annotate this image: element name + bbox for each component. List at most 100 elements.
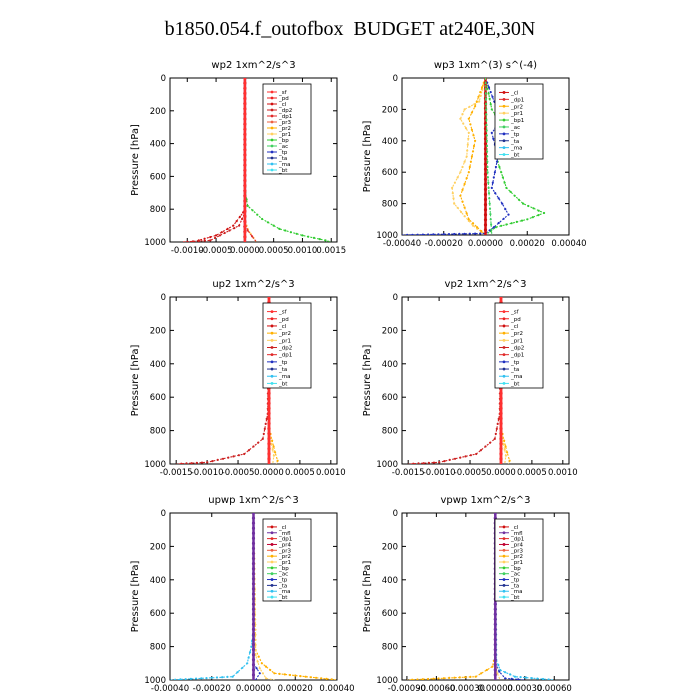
legend-marker-dp1 xyxy=(502,97,506,101)
series-marker-pr1 xyxy=(270,442,273,446)
series-marker-pr2 xyxy=(504,445,507,448)
series-marker-bp1 xyxy=(498,165,501,169)
series-marker-bp1 xyxy=(510,222,513,225)
series-marker-sf xyxy=(499,406,503,410)
series-marker-ac xyxy=(487,186,490,189)
series-marker-sf xyxy=(243,168,247,172)
y-tick-label: 200 xyxy=(150,542,166,552)
y-tick-label: 800 xyxy=(382,427,398,437)
series-marker-dp2 xyxy=(265,417,268,420)
series-marker-mfl xyxy=(493,668,497,672)
series-marker-cl xyxy=(483,228,488,232)
series-marker-bp xyxy=(251,209,254,212)
series-group xyxy=(181,78,332,242)
series-marker-dp2 xyxy=(233,227,236,230)
y-tick-label: 600 xyxy=(150,393,166,403)
x-tick-label: 0.00020 xyxy=(510,239,545,249)
legend-marker-ta xyxy=(270,583,274,587)
series-marker-pr2 xyxy=(480,230,483,233)
legend-marker-tp xyxy=(270,360,274,364)
series-marker-ac xyxy=(487,181,490,184)
series-marker-ac xyxy=(486,176,489,179)
series-marker-pr1 xyxy=(467,219,470,222)
legend-marker-ma xyxy=(502,589,506,593)
series-marker-ma xyxy=(241,666,244,669)
series-marker-cl xyxy=(483,147,488,151)
series-marker-dp2 xyxy=(484,445,487,448)
legend-label-pr1: _pr1 xyxy=(278,338,291,344)
series-marker-ac xyxy=(485,134,488,137)
series-marker-ma xyxy=(513,675,517,678)
series-marker-pr2 xyxy=(416,678,419,680)
y-tick-label: 200 xyxy=(382,105,398,115)
series-marker-cl xyxy=(483,197,488,202)
series-marker-pr2 xyxy=(472,144,476,148)
series-marker-bp1 xyxy=(532,207,535,210)
series-marker-ac xyxy=(485,103,488,106)
series-marker-tp xyxy=(406,233,409,235)
series-marker-pr1 xyxy=(496,672,499,675)
series-marker-dp2 xyxy=(243,452,246,456)
series-marker-tp xyxy=(494,165,497,169)
series-marker-bp xyxy=(278,227,281,230)
legend-marker-pr2 xyxy=(502,554,506,558)
series-marker-ma xyxy=(250,645,253,648)
series-marker-tp xyxy=(411,233,414,235)
series-marker-dp2 xyxy=(438,461,441,464)
series-marker-cl xyxy=(483,162,488,166)
series-marker-pr2 xyxy=(467,218,470,221)
series-marker-dp2 xyxy=(459,456,462,459)
series-marker-tp xyxy=(490,131,493,134)
series-marker-mfl xyxy=(493,658,497,662)
series-marker-cl xyxy=(483,167,488,171)
series-marker-tp xyxy=(255,667,258,670)
series-marker-ac xyxy=(484,97,488,100)
chart-panel-2: wp3 1xm^(3) s^(-4) Pressure [hPa] 0 200 400 6… xyxy=(362,60,587,249)
series-marker-cl xyxy=(483,192,488,197)
series-marker-bp1 xyxy=(515,220,518,223)
series-marker-sf xyxy=(243,143,247,147)
series-marker-cl xyxy=(483,187,488,191)
series-marker-pr1 xyxy=(463,160,466,163)
series-marker-mfl xyxy=(493,643,497,647)
series-marker-pr2 xyxy=(320,677,323,680)
series-marker-pr2 xyxy=(273,672,276,675)
series-marker-dp2 xyxy=(448,458,451,461)
y-tick-label: 400 xyxy=(382,576,398,586)
legend-marker-dp1 xyxy=(502,353,506,357)
series-marker-ma xyxy=(215,676,219,679)
y-tick-label: 200 xyxy=(382,326,398,336)
legend-label-pr2: _pr2 xyxy=(510,104,523,110)
x-tick-label: -0.0005 xyxy=(454,468,487,478)
series-marker-pr2 xyxy=(274,451,277,454)
series-marker-cl xyxy=(483,182,488,186)
series-marker-ac xyxy=(490,228,493,231)
series-marker-dp2 xyxy=(232,455,235,458)
series-marker-cl xyxy=(232,224,235,227)
legend-marker-dp1 xyxy=(270,537,274,541)
series-marker-pr2 xyxy=(465,212,468,215)
legend-label-bp1: _bp1 xyxy=(510,118,524,124)
x-tick-label: -0.0015 xyxy=(160,468,193,478)
series-marker-pr1 xyxy=(451,186,454,189)
legend-label-ta: _ta xyxy=(278,367,287,373)
legend-label-ac: _ac xyxy=(278,144,288,150)
legend-label-ma: _ma xyxy=(510,589,522,595)
series-marker-ma xyxy=(519,676,522,679)
series-marker-pr2 xyxy=(260,662,263,665)
series-marker-pr2 xyxy=(477,95,480,98)
series-marker-tp xyxy=(492,137,495,140)
legend-label-tp: _tp xyxy=(510,360,520,366)
series-marker-pr1 xyxy=(459,117,462,120)
legend-label-bp: _bp xyxy=(278,566,289,572)
series-marker-ma xyxy=(541,677,545,680)
series-marker-ac xyxy=(485,124,488,127)
series-marker-sf xyxy=(243,209,247,213)
panel-title: upwp 1xm^2/s^3 xyxy=(208,495,298,506)
series-marker-bp1 xyxy=(513,194,516,197)
series-marker-ma xyxy=(499,668,502,672)
series-marker-sf xyxy=(499,401,503,405)
x-tick-label: 0.0005 xyxy=(285,468,315,478)
legend-label-dp1: _dp1 xyxy=(510,537,524,543)
